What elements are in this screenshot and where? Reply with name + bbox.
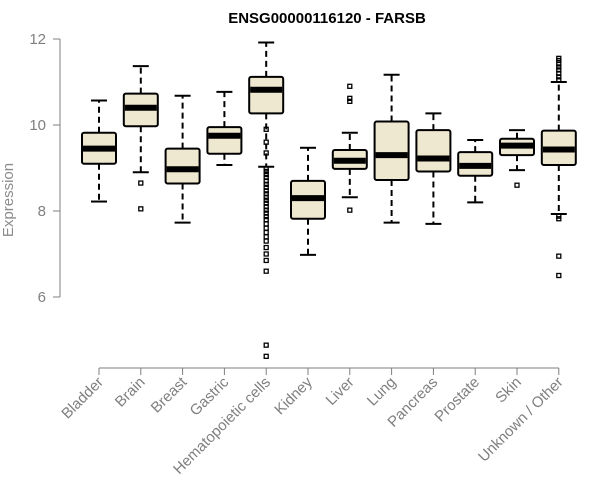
outlier-point [347,95,353,101]
iqr-box [164,147,201,185]
x-tick-label: Kidney [271,373,316,418]
outlier-point [263,244,269,251]
box-group [290,146,326,256]
outlier-point [263,168,269,175]
y-axis-label: Expression [0,163,17,237]
outlier-point [263,150,269,156]
y-tick-label: 6 [38,289,46,306]
plot-area [81,41,577,359]
x-tick-label: Prostate [431,374,483,426]
x-tick-label: Lung [364,374,400,410]
outlier-point [263,225,269,231]
box-group [457,139,494,204]
outlier-point [263,216,269,223]
box-group [248,41,285,359]
x-tick-label: Skin [492,374,525,407]
box-group [122,65,159,212]
x-tick-label: Liver [323,374,358,409]
outlier-point [347,83,353,89]
outlier-point [263,207,269,213]
y-tick-label: 10 [29,117,46,134]
outlier-point [263,229,269,236]
box-group [331,83,368,213]
outlier-point [263,251,269,257]
x-tick-label: Bladder [58,374,107,423]
outlier-point [263,171,269,178]
box-group [206,90,243,166]
outlier-point [263,353,269,359]
outlier-point [138,206,144,212]
iqr-box [206,126,243,155]
outlier-point [556,64,562,70]
outlier-point [263,197,269,203]
box-group [164,94,201,224]
outlier-point [556,216,562,222]
y-tick-label: 8 [38,203,46,220]
iqr-box [373,120,410,182]
outlier-point [263,126,269,132]
outlier-point [556,61,562,67]
iqr-box [248,75,285,115]
y-axis: 6 8 10 12 [29,31,61,306]
x-tick-label: Breast [148,373,191,416]
outlier-point [263,268,269,274]
chart-title: ENSG00000116120 - FARSB [228,10,426,27]
box-group [81,99,117,203]
outlier-point [263,139,269,145]
box-group [415,112,452,225]
outlier-point [556,272,562,279]
box-group [373,73,410,224]
outlier-point [556,77,562,83]
outlier-point [263,213,269,220]
outlier-point [556,74,562,80]
box-group [540,55,577,279]
outlier-point [263,342,269,348]
outlier-point [263,234,269,240]
y-tick-label: 12 [29,31,46,48]
outlier-point [556,253,562,259]
outlier-point [263,181,269,187]
outlier-point [514,182,520,188]
outlier-point [263,257,269,264]
outlier-point [263,188,269,194]
outlier-point [263,221,269,227]
outlier-point [138,180,144,186]
outlier-point [263,194,269,200]
iqr-box [415,129,452,173]
outlier-point [263,238,269,244]
box-group [499,129,535,188]
outlier-point [347,207,353,213]
x-tick-label: Brain [112,374,149,411]
outlier-point [347,98,353,104]
